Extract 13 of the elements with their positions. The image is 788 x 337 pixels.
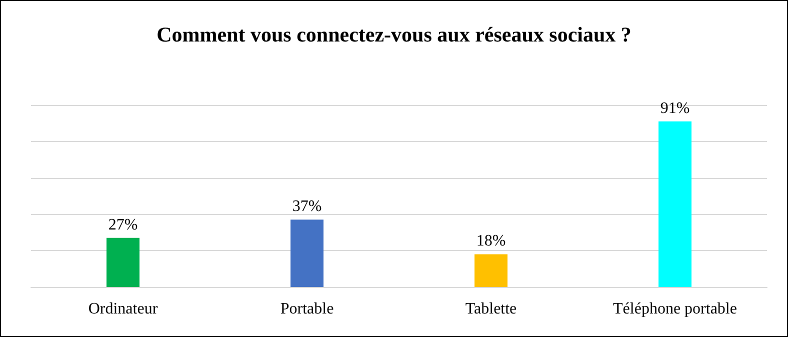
- x-tick-label: Tablette: [465, 300, 517, 318]
- bar: [658, 121, 692, 287]
- bar: [290, 220, 324, 287]
- x-tick-label: Téléphone portable: [613, 300, 737, 318]
- data-label: 27%: [108, 216, 138, 234]
- x-tick-label: Portable: [280, 300, 334, 318]
- data-label: 18%: [476, 232, 506, 250]
- data-label: 91%: [660, 100, 690, 117]
- chart-title: Comment vous connectez-vous aux réseaux sociaux ?: [156, 22, 632, 46]
- data-label: 37%: [292, 198, 322, 216]
- x-tick-label: Ordinateur: [88, 300, 158, 318]
- bar: [474, 254, 508, 287]
- bar: [106, 238, 140, 287]
